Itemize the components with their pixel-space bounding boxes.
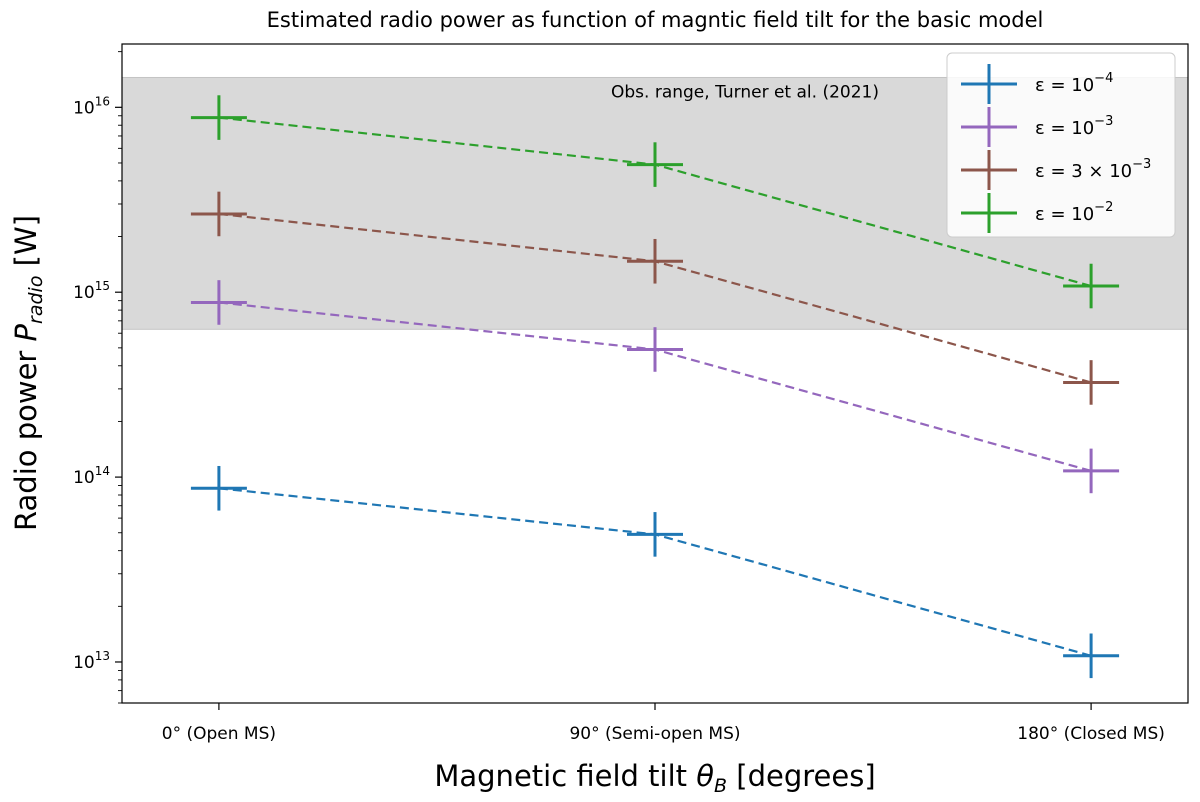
chart-title: Estimated radio power as function of mag… (267, 8, 1044, 32)
series-2 (190, 280, 1120, 494)
legend-box (946, 52, 1176, 238)
y-tick-label: 1016 (73, 94, 110, 118)
legend-label: ε = 3 × 10−3 (1035, 157, 1151, 182)
x-tick-label: 180° (Closed MS) (1017, 724, 1165, 744)
series-4 (190, 95, 1120, 309)
y-tick-label: 1013 (73, 649, 110, 673)
legend-label: ε = 10−3 (1035, 114, 1113, 139)
y-axis-label: Radio power Pradio [W] (9, 215, 47, 531)
series-1 (190, 465, 1120, 679)
y-tick-label: 1014 (73, 464, 110, 488)
series-3 (190, 191, 1120, 405)
legend-label: ε = 10−2 (1035, 200, 1113, 225)
observed-range-label: Obs. range, Turner et al. (2021) (611, 82, 879, 102)
x-axis-label: Magnetic field tilt θB [degrees] (434, 759, 875, 797)
x-tick-label: 90° (Semi-open MS) (569, 724, 740, 744)
legend-label: ε = 10−4 (1035, 71, 1113, 96)
y-tick-label: 1015 (73, 279, 110, 303)
x-tick-label: 0° (Open MS) (162, 724, 276, 744)
